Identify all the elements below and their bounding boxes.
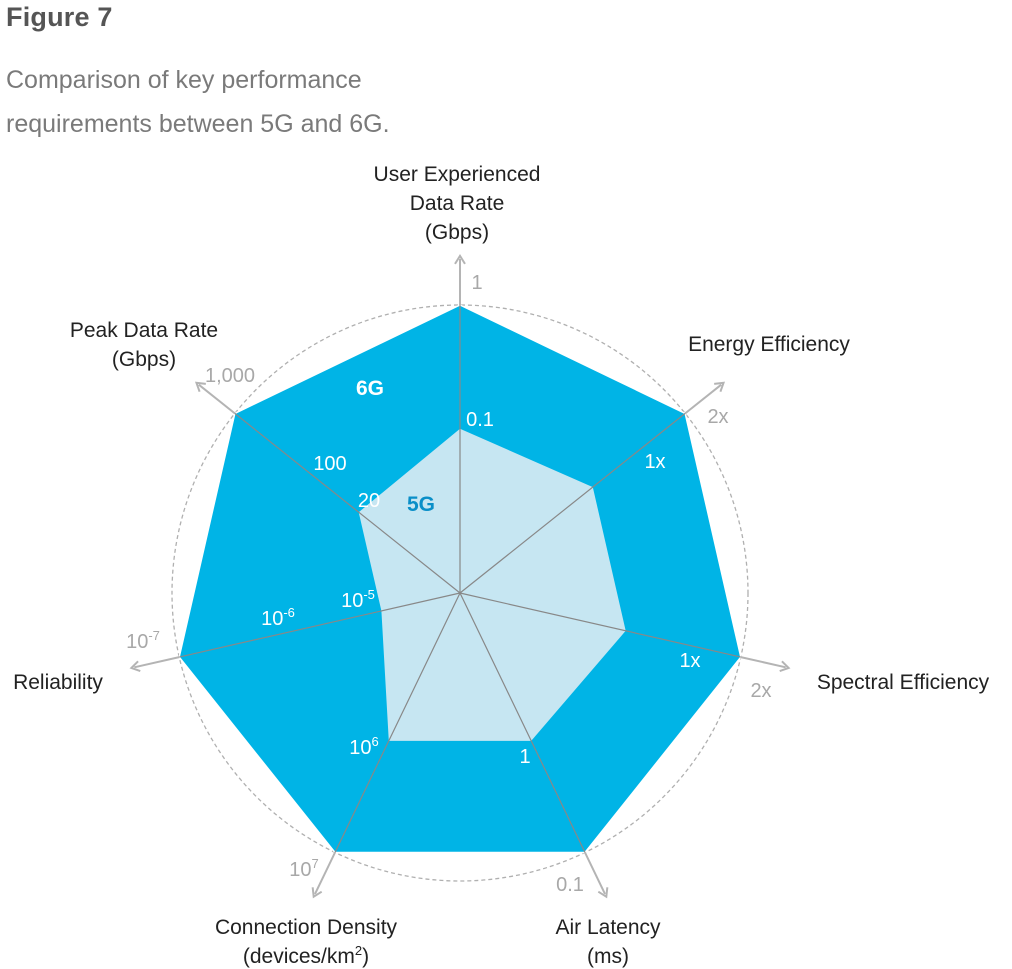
tick-5g-connection-density-devices-km2: 106 (349, 734, 378, 759)
tick-5g-air-latency-ms: 1 (519, 746, 530, 768)
tick-5g-spectral-efficiency: 1x (679, 650, 700, 672)
axis-line-reliability (179, 592, 461, 658)
axis-arrow-reliability (129, 656, 180, 673)
axis-lines (129, 254, 791, 899)
grid-ring (171, 304, 749, 882)
series-5g-area (358, 428, 626, 741)
series-label-6g: 6G (356, 377, 384, 400)
series-label-5g: 5G (407, 493, 435, 516)
axis-line-peak-data-rate-gbps (234, 412, 461, 594)
axis-title-air-latency-ms: (ms) (587, 945, 629, 968)
axis-title-peak-data-rate-gbps: Peak Data Rate (70, 319, 218, 342)
axis-title-reliability: Reliability (13, 671, 103, 694)
axis-arrow-energy-efficiency (684, 381, 726, 415)
caption-line-2: requirements between 5G and 6G. (6, 110, 390, 138)
axis-title-user-experienced-data-rate-gbps: Data Rate (410, 192, 505, 215)
labels-layer: User Experienced Data Rate (Gbps) Energy Ef… (13, 163, 990, 968)
tick-6g-peak-data-rate-gbps: 1,000 (205, 365, 255, 387)
axis-arrow-spectral-efficiency (740, 656, 791, 673)
axis-arrow-air-latency-ms (584, 852, 609, 899)
axis-title-user-experienced-data-rate-gbps: (Gbps) (425, 221, 489, 244)
tick-6g-spectral-efficiency: 2x (750, 680, 771, 702)
tick-extra-reliability: 10-6 (261, 605, 295, 630)
axis-title-energy-efficiency: Energy Efficiency (688, 333, 850, 356)
figure-caption: Comparison of key performance requiremen… (6, 58, 436, 146)
tick-5g-energy-efficiency: 1x (644, 451, 665, 473)
tick-5g-peak-data-rate-gbps: 20 (358, 490, 380, 512)
tick-6g-connection-density-devices-km2: 107 (289, 856, 318, 881)
axis-title-air-latency-ms: Air Latency (555, 916, 661, 939)
tick-extra-peak-data-rate-gbps: 100 (313, 453, 346, 475)
caption-line-1: Comparison of key performance (6, 66, 362, 94)
axis-line-energy-efficiency (459, 412, 686, 594)
tick-5g-user-experienced-data-rate-gbps: 0.1 (466, 409, 494, 431)
axis-title-connection-density-devices-km2: Connection Density (215, 916, 398, 939)
tick-6g-air-latency-ms: 0.1 (556, 874, 584, 896)
axis-arrow-connection-density-devices-km2 (311, 852, 336, 899)
figure-label: Figure 7 (6, 2, 113, 32)
axis-line-air-latency-ms (459, 592, 586, 853)
axis-arrow-peak-data-rate-gbps (194, 381, 236, 415)
tick-5g-reliability: 10-5 (341, 587, 375, 612)
tick-6g-reliability: 10-7 (126, 628, 160, 653)
axis-line-spectral-efficiency (459, 592, 741, 658)
tick-6g-user-experienced-data-rate-gbps: 1 (471, 272, 482, 294)
axis-title-user-experienced-data-rate-gbps: User Experienced (374, 163, 541, 186)
tick-6g-energy-efficiency: 2x (707, 406, 728, 428)
axis-line-connection-density-devices-km2 (334, 592, 461, 853)
axis-title-spectral-efficiency: Spectral Efficiency (817, 671, 990, 694)
axis-title-peak-data-rate-gbps: (Gbps) (112, 348, 176, 371)
axis-title-connection-density-devices-km2: (devices/km2) (243, 943, 369, 968)
